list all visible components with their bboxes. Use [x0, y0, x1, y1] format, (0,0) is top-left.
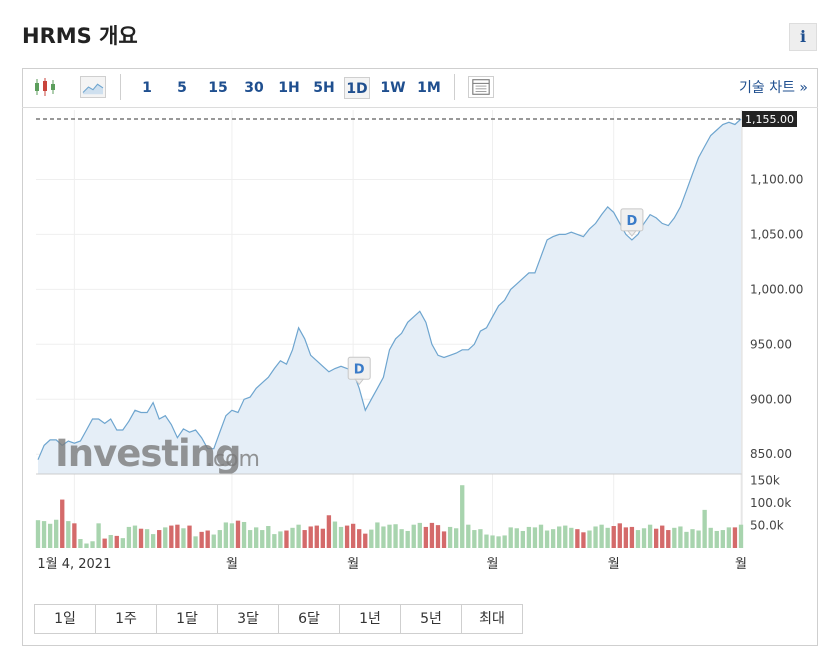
range-button[interactable]: 최대 [461, 604, 523, 634]
interval-5-button[interactable]: 5 [177, 80, 187, 96]
range-button[interactable]: 1달 [156, 604, 218, 634]
range-button[interactable]: 1일 [34, 604, 96, 634]
interval-30-button[interactable]: 30 [244, 80, 264, 96]
toolbar-divider [454, 74, 455, 100]
interval-1h-button[interactable]: 1H [278, 80, 300, 96]
interval-15-button[interactable]: 15 [208, 80, 228, 96]
chart-frame [22, 68, 818, 646]
interval-1m-button[interactable]: 1M [417, 80, 441, 96]
candlestick-icon[interactable] [32, 76, 58, 98]
interval-1w-button[interactable]: 1W [380, 80, 406, 96]
area-chart-icon[interactable] [80, 76, 106, 98]
range-button[interactable]: 6달 [278, 604, 340, 634]
interval-1d-button[interactable]: 1D [344, 77, 370, 99]
range-button[interactable]: 1주 [95, 604, 157, 634]
range-button[interactable]: 3달 [217, 604, 279, 634]
chart-toolbar: 1 5 15 30 1H 5H 1D 1W 1M 기술 차트 » [22, 68, 818, 108]
interval-5h-button[interactable]: 5H [313, 80, 335, 96]
time-range-bar: 1일 1주 1달 3달 6달 1년 5년 최대 [34, 604, 523, 634]
layout-icon[interactable] [468, 76, 494, 98]
range-button[interactable]: 5년 [400, 604, 462, 634]
range-button[interactable]: 1년 [339, 604, 401, 634]
toolbar-divider [120, 74, 121, 100]
interval-1-button[interactable]: 1 [142, 80, 152, 96]
technical-chart-link[interactable]: 기술 차트 » [739, 80, 808, 96]
page-title: HRMS 개요 [22, 24, 138, 48]
info-button[interactable]: i [789, 23, 817, 51]
